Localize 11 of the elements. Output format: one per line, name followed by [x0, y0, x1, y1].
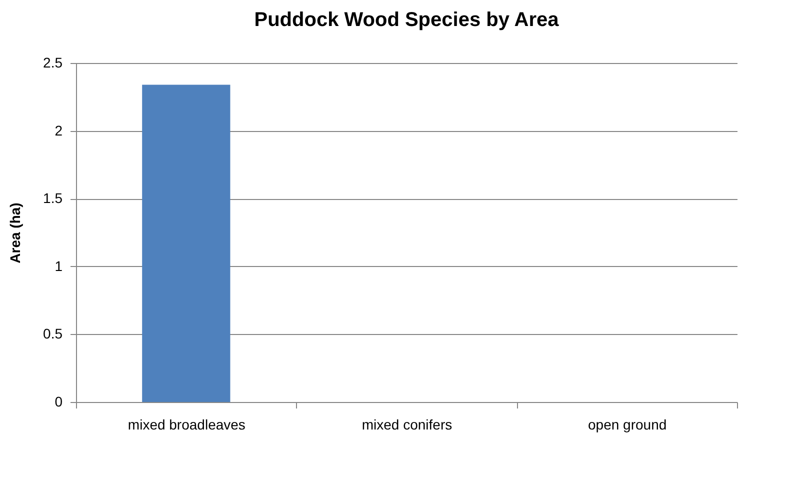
- x-tick-label: mixed conifers: [362, 416, 452, 432]
- y-tick-label: 1: [54, 258, 63, 274]
- y-tick-label: 0: [54, 394, 63, 410]
- y-tick-label: 1.5: [43, 190, 63, 206]
- y-tick-label: 2: [54, 122, 63, 138]
- y-tick-label: 2.5: [43, 54, 63, 70]
- y-axis-title: Area (ha): [7, 202, 24, 264]
- x-tick-label: mixed broadleaves: [128, 416, 246, 432]
- y-tick-label: 0.5: [43, 326, 63, 342]
- chart-title: Puddock Wood Species by Area: [254, 9, 560, 31]
- x-tick-label: open ground: [588, 416, 667, 432]
